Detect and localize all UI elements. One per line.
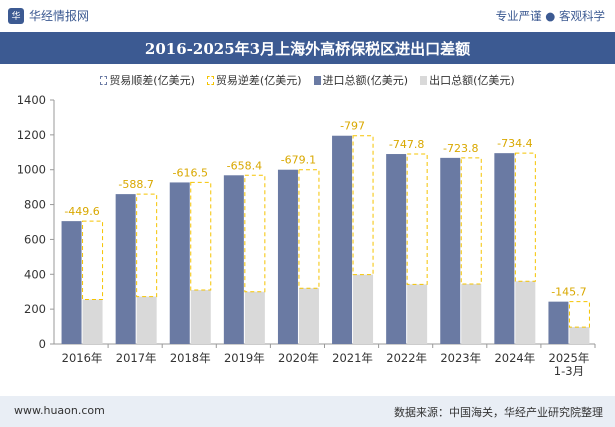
bar-deficit-5 — [352, 135, 374, 276]
bar-deficit-4 — [298, 169, 320, 289]
legend-item-import: 进口总额(亿美元) — [313, 72, 409, 88]
bar-export-8 — [515, 281, 536, 344]
brand-name: 华经情报网 — [29, 9, 90, 23]
brand[interactable]: 华 华经情报网 — [8, 7, 89, 24]
top-bar: 华 华经情报网 专业严谨 ● 客观科学 — [0, 0, 615, 32]
tagline: 专业严谨 ● 客观科学 — [495, 9, 605, 23]
bar-export-3 — [244, 291, 265, 344]
deficit-label-0: -449.6 — [64, 205, 99, 218]
brand-logo-icon: 华 — [8, 7, 24, 24]
x-tick-label-8: 2024年 — [494, 351, 535, 365]
bar-import-5 — [332, 135, 353, 344]
bar-deficit-6 — [406, 153, 428, 285]
deficit-label-7: -723.8 — [443, 142, 478, 155]
x-tick-label-2: 2018年 — [170, 351, 211, 365]
legend-swatch-deficit — [206, 75, 214, 85]
y-tick-label-2: 400 — [24, 267, 46, 281]
deficit-label-9: -145.7 — [551, 286, 586, 299]
y-tick-label-4: 800 — [24, 198, 46, 212]
bar-import-3 — [223, 175, 244, 344]
deficit-label-5: -797 — [340, 120, 365, 133]
bar-deficit-9 — [568, 301, 590, 328]
legend-swatch-surplus — [100, 75, 108, 85]
bar-deficit-1 — [136, 193, 158, 298]
deficit-label-8: -734.4 — [497, 137, 532, 150]
bar-deficit-3 — [244, 174, 266, 293]
bar-import-4 — [277, 169, 298, 344]
legend-item-deficit: 贸易逆差(亿美元) — [206, 72, 302, 88]
chart-legend: 贸易顺差(亿美元) 贸易逆差(亿美元) 进口总额(亿美元) 出口总额(亿美元) — [0, 72, 615, 88]
bar-export-2 — [190, 289, 211, 344]
bar-export-4 — [298, 288, 319, 344]
bar-deficit-8 — [514, 152, 536, 282]
bar-export-6 — [407, 284, 428, 344]
bar-export-1 — [136, 296, 157, 344]
footer: www.huaon.com 数据来源：中国海关，华经产业研究院整理 — [0, 396, 615, 427]
bar-import-6 — [386, 154, 407, 344]
y-tick-label-6: 1200 — [17, 128, 46, 142]
legend-swatch-export — [420, 75, 428, 85]
bar-import-7 — [440, 157, 461, 344]
x-tick-label-3: 2019年 — [224, 351, 265, 365]
bar-export-0 — [82, 299, 103, 344]
y-tick-label-1: 200 — [24, 302, 46, 316]
bar-deficit-0 — [82, 220, 104, 301]
x-tick-label-7: 2023年 — [440, 351, 481, 365]
bar-export-7 — [461, 284, 482, 344]
deficit-label-4: -679.1 — [281, 154, 316, 167]
x-tick-label-9-line2: 1-3月 — [554, 364, 584, 378]
deficit-label-6: -747.8 — [389, 138, 424, 151]
x-tick-label-4: 2020年 — [278, 351, 319, 365]
legend-label-export: 出口总额(亿美元) — [429, 74, 515, 87]
legend-label-deficit: 贸易逆差(亿美元) — [215, 74, 302, 87]
legend-item-export: 出口总额(亿美元) — [420, 72, 515, 88]
footer-source: 数据来源：中国海关，华经产业研究院整理 — [394, 406, 603, 419]
bar-import-2 — [169, 182, 190, 344]
x-tick-label-5: 2021年 — [332, 351, 373, 365]
x-tick-label-1: 2017年 — [116, 351, 157, 365]
x-tick-label-9: 2025年 — [549, 351, 590, 365]
y-tick-label-5: 1000 — [17, 163, 46, 177]
deficit-label-3: -658.4 — [227, 159, 262, 172]
y-tick-label-7: 1400 — [17, 93, 46, 107]
bar-deficit-2 — [190, 181, 212, 291]
bar-import-9 — [548, 301, 569, 344]
x-tick-label-6: 2022年 — [386, 351, 427, 365]
legend-swatch-import — [313, 75, 321, 85]
legend-label-import: 进口总额(亿美元) — [322, 74, 409, 87]
bar-import-0 — [61, 221, 82, 344]
bar-import-1 — [115, 194, 136, 344]
bar-import-8 — [494, 153, 515, 344]
bar-deficit-7 — [460, 157, 482, 285]
deficit-label-2: -616.5 — [173, 166, 208, 179]
footer-website[interactable]: www.huaon.com — [14, 404, 105, 417]
legend-item-surplus: 贸易顺差(亿美元) — [100, 72, 195, 88]
deficit-label-1: -588.7 — [118, 178, 153, 191]
legend-label-surplus: 贸易顺差(亿美元) — [109, 74, 195, 87]
x-tick-label-0: 2016年 — [62, 351, 103, 365]
chart-title: 2016-2025年3月上海外高桥保税区进出口差额 — [144, 40, 471, 58]
y-tick-label-3: 600 — [24, 232, 46, 246]
title-bar: 2016-2025年3月上海外高桥保税区进出口差额 — [0, 32, 615, 64]
y-tick-label-0: 0 — [39, 337, 46, 351]
bar-export-9 — [569, 327, 590, 344]
bar-export-5 — [353, 274, 374, 344]
